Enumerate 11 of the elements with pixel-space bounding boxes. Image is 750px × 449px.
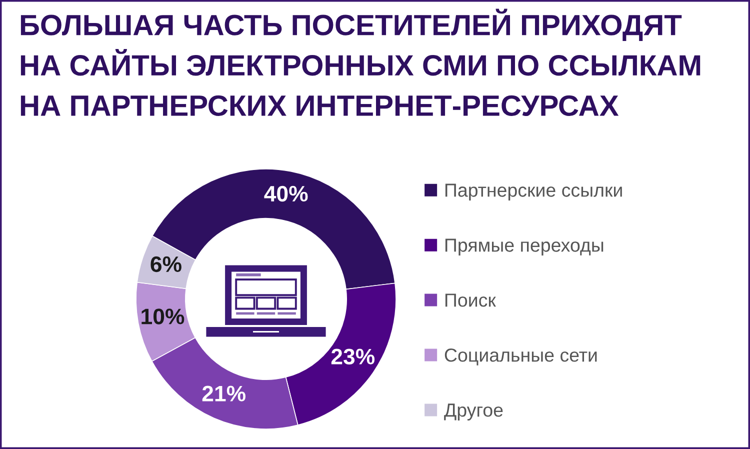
legend-label: Партнерские ссылки [445,184,622,201]
legend-label: Другое [444,404,503,420]
data-label: 21% [202,386,246,402]
legend-label: Прямые переходы [445,238,604,256]
data-label: 40% [264,186,308,202]
chart-title: БОЛЬШАЯ ЧАСТЬ ПОСЕТИТЕЛЕЙ ПРИХОДЯТ НА САЙТЫ ЭЛЕКТРОННЫХ СМИ ПО ССЫЛКАМ НА ПАРТНЕРСКИХ ИНТЕРНЕТ-РЕСУРСАХ [20,8,700,116]
legend-label: Поиск [445,294,496,307]
data-label: 23% [331,348,375,364]
legend-label: Социальные сети [444,348,597,366]
data-label: 6% [150,256,182,272]
data-label: 10% [142,308,184,324]
